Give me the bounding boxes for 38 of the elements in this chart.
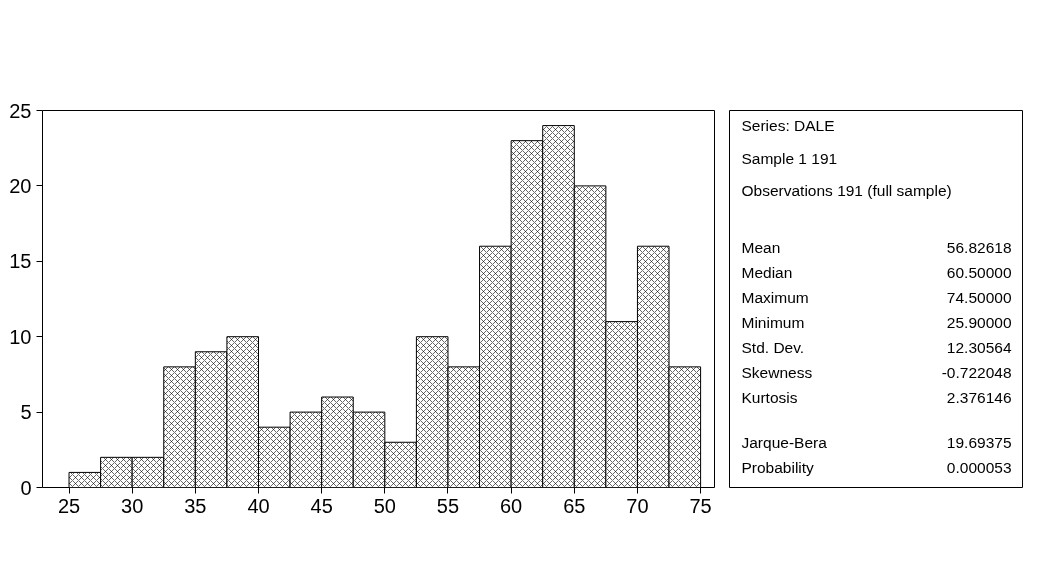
x-tick-label: 70	[626, 494, 649, 517]
y-tick-label: 20	[9, 174, 32, 197]
x-tick-label: 60	[500, 494, 523, 517]
y-tick-label: 10	[9, 325, 32, 348]
text: 56.82618	[946, 238, 1012, 256]
x-tick-label: 25	[57, 494, 81, 517]
category-label: Std. Dev.	[741, 339, 805, 356]
y-tick-label: 0	[20, 476, 32, 499]
x-tick-label: 45	[310, 494, 333, 517]
category-label: Minimum	[741, 314, 805, 331]
category-label: Jarque-Bera	[741, 434, 828, 451]
x-tick-label: 50	[373, 494, 396, 517]
x-tick-label: 35	[184, 494, 207, 517]
text: -0.722048	[941, 363, 1012, 381]
x-tick-label: 55	[436, 494, 460, 517]
category-label: Mean	[741, 239, 781, 256]
text: Sample 1 191	[741, 149, 838, 167]
category-label: Kurtosis	[741, 389, 798, 406]
y-tick-label: 25	[9, 99, 32, 122]
text: 74.50000	[946, 288, 1012, 306]
x-tick-label: 65	[563, 494, 586, 517]
category-label: Median	[741, 264, 793, 281]
category-label: Maximum	[741, 289, 809, 306]
x-tick-label: 30	[121, 494, 144, 517]
x-tick-label: 40	[247, 494, 270, 517]
category-label: Skewness	[741, 364, 813, 381]
text: 12.30564	[946, 338, 1012, 356]
x-tick-label: 75	[689, 494, 712, 517]
y-tick-label: 5	[20, 401, 32, 424]
category-label: Probability	[741, 459, 815, 476]
text: 60.50000	[946, 263, 1012, 281]
text: Series: DALE	[741, 117, 835, 134]
text: 19.69375	[946, 433, 1012, 451]
text: 2.376146	[946, 388, 1012, 406]
text: 0.000053	[946, 458, 1012, 476]
y-tick-label: 15	[9, 250, 32, 273]
text: Observations 191 (full sample)	[741, 182, 952, 199]
text: 25.90000	[946, 313, 1012, 331]
